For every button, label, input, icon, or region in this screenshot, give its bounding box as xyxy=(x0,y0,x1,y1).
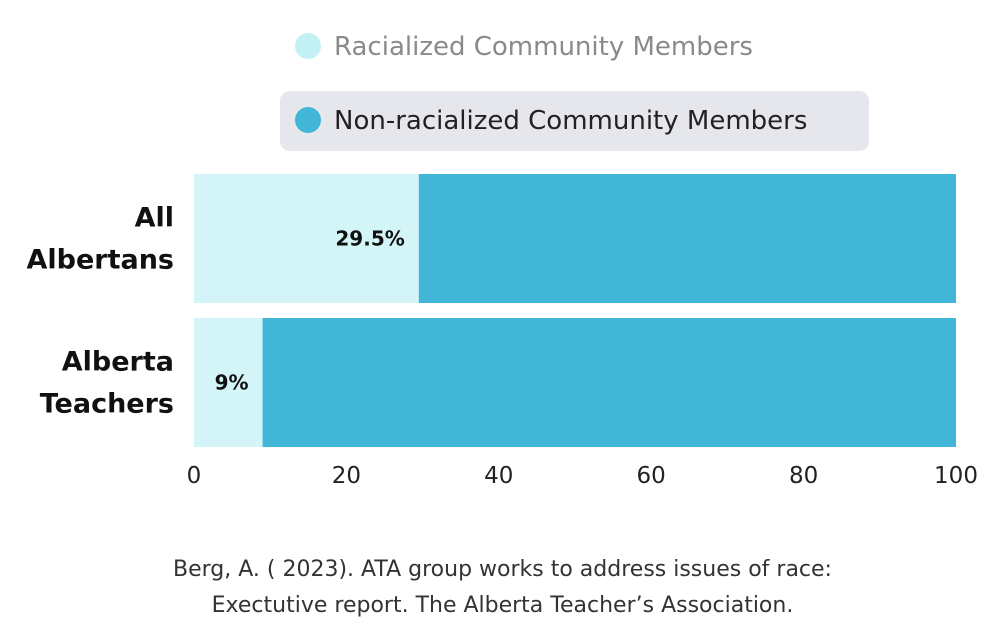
x-tick-label-0: 0 xyxy=(187,463,202,489)
x-tick-label-100: 100 xyxy=(934,463,978,489)
category-label-alberta-teachers-line1: Alberta xyxy=(62,347,174,378)
x-tick-label-40: 40 xyxy=(484,463,513,489)
category-labels: All Albertans Alberta Teachers xyxy=(26,203,174,420)
x-tick-label-60: 60 xyxy=(637,463,666,489)
x-axis-ticks: 0 20 40 60 80 100 xyxy=(187,463,978,489)
category-label-all-albertans-line2: Albertans xyxy=(26,245,174,276)
legend-marker-racialized xyxy=(295,33,321,59)
legend-label-non-racialized: Non-racialized Community Members xyxy=(334,106,807,136)
citation-line-1: Berg, A. ( 2023). ATA group works to add… xyxy=(173,557,832,582)
citation-line-2: Exectutive report. The Alberta Teacher’s… xyxy=(211,593,794,618)
x-tick-label-20: 20 xyxy=(332,463,361,489)
data-label-all-albertans: 29.5% xyxy=(335,227,404,251)
bar-non-racialized-alberta-teachers xyxy=(262,318,957,447)
data-label-alberta-teachers: 9% xyxy=(215,371,249,395)
legend: Racialized Community Members Non-racializ… xyxy=(280,32,869,151)
bar-racialized-alberta-teachers xyxy=(194,318,263,447)
category-label-alberta-teachers-line2: Teachers xyxy=(40,389,174,420)
legend-highlight-bg xyxy=(280,91,869,151)
legend-marker-non-racialized xyxy=(295,107,321,133)
category-label-all-albertans-line1: All xyxy=(135,203,174,234)
bar-racialized-all-albertans xyxy=(194,174,419,303)
bar-non-racialized-all-albertans xyxy=(418,174,956,303)
stacked-bar-chart: Racialized Community Members Non-racializ… xyxy=(26,32,978,489)
bars: 29.5% 9% xyxy=(194,174,957,447)
legend-label-racialized: Racialized Community Members xyxy=(334,32,753,62)
x-tick-label-80: 80 xyxy=(789,463,818,489)
